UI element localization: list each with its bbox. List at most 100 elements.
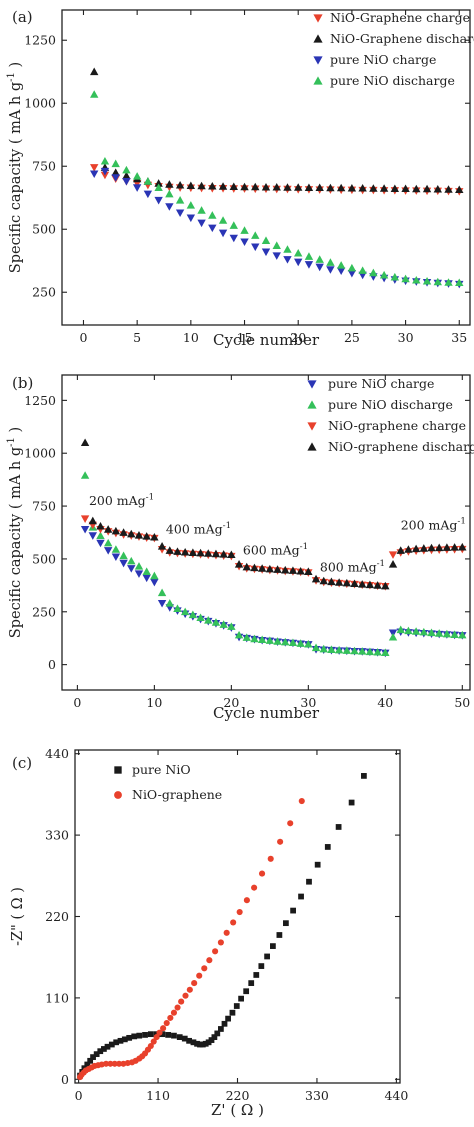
data-point: [208, 1037, 215, 1043]
x-tick-label: 330: [305, 1088, 329, 1103]
data-point: [261, 248, 271, 257]
panel-label: (c): [12, 754, 32, 772]
data-point: [388, 560, 398, 568]
data-point: [315, 263, 324, 272]
legend-marker: [307, 380, 317, 389]
y-axis-label: -Z" ( Ω ): [10, 887, 26, 946]
plot-frame: [61, 374, 471, 691]
data-point: [212, 948, 219, 955]
legend-marker: [114, 766, 122, 774]
legend-entry: NiO-graphene discharge: [328, 439, 474, 454]
data-point: [458, 630, 467, 639]
data-point: [327, 645, 336, 653]
data-point: [122, 178, 131, 186]
y-tick-label: 1000: [24, 446, 56, 461]
data-point: [108, 1041, 115, 1048]
data-point: [442, 629, 452, 638]
chart-panel-1: 0 5 10 15 20 25 30 35 250 500 750 1000 1250 (a) Cycle …: [6, 8, 474, 349]
data-point: [134, 562, 144, 570]
data-point: [186, 201, 196, 209]
data-point: [390, 272, 400, 281]
data-point: [90, 67, 99, 76]
data-point: [442, 543, 452, 551]
data-point: [379, 184, 389, 192]
data-point: [136, 1032, 143, 1039]
data-point: [174, 1004, 181, 1011]
data-point: [122, 171, 131, 180]
data-point: [111, 159, 120, 168]
x-tick-label: 0: [75, 1088, 83, 1103]
data-point: [208, 211, 217, 219]
data-point: [96, 531, 105, 540]
data-point: [175, 180, 185, 189]
data-point: [101, 1046, 107, 1052]
x-tick-label: 0: [79, 330, 87, 345]
data-point: [150, 578, 159, 587]
x-tick-label: 10: [146, 695, 162, 710]
x-tick-label: 50: [454, 695, 470, 710]
data-point: [147, 1031, 154, 1038]
data-point: [243, 988, 250, 995]
data-point: [102, 1060, 110, 1067]
data-point: [90, 90, 99, 98]
data-point: [97, 1048, 104, 1055]
legend-entry: pure NiO discharge: [330, 73, 455, 88]
legend-entry: pure NiO discharge: [328, 397, 453, 412]
data-point: [229, 182, 238, 191]
data-point: [242, 562, 251, 571]
data-point: [181, 1035, 188, 1042]
data-point: [272, 182, 281, 191]
data-point: [111, 1060, 118, 1067]
panel-label: (a): [12, 8, 33, 26]
data-point: [229, 234, 238, 243]
data-point: [319, 576, 328, 585]
data-point: [267, 855, 274, 862]
data-point: [358, 647, 367, 655]
data-point: [188, 610, 198, 619]
data-point: [100, 171, 110, 180]
data-point: [236, 909, 243, 916]
data-point: [147, 1042, 154, 1050]
data-point: [142, 1032, 148, 1038]
y-tick-label: 110: [45, 990, 69, 1005]
data-point: [218, 216, 228, 224]
data-point: [369, 268, 378, 277]
data-point: [238, 995, 244, 1002]
data-point: [350, 579, 359, 588]
data-point: [175, 209, 185, 218]
data-point: [157, 588, 167, 597]
data-point: [127, 565, 136, 573]
data-point: [131, 1033, 138, 1040]
data-point: [412, 184, 421, 193]
annotation-label: 600 mAg-1: [243, 542, 308, 558]
data-point: [373, 647, 382, 656]
x-tick-label: 25: [344, 330, 360, 345]
data-point: [433, 277, 442, 286]
y-tick-label: 750: [32, 159, 56, 174]
data-point: [347, 263, 357, 272]
data-point: [121, 1036, 128, 1043]
data-point: [294, 248, 303, 257]
data-point: [194, 1040, 200, 1047]
x-tick-label: 110: [146, 1088, 170, 1103]
data-point: [96, 521, 105, 530]
data-point: [167, 1014, 174, 1021]
y-tick-label: 440: [45, 746, 69, 761]
data-point: [444, 185, 453, 193]
data-point: [156, 1029, 163, 1036]
data-point: [218, 229, 228, 238]
data-point: [264, 953, 270, 960]
data-point: [276, 932, 283, 938]
data-point: [396, 625, 405, 634]
data-point: [204, 616, 213, 624]
data-point: [202, 1040, 209, 1047]
x-tick-label: 35: [451, 330, 467, 345]
x-tick-label: 440: [384, 1088, 408, 1103]
data-point: [281, 637, 290, 646]
y-tick-label: 0: [61, 1072, 69, 1087]
data-point: [180, 607, 190, 616]
data-point: [88, 516, 97, 525]
y-tick-label: 500: [32, 551, 56, 566]
data-point: [388, 551, 398, 559]
data-point: [90, 170, 99, 178]
